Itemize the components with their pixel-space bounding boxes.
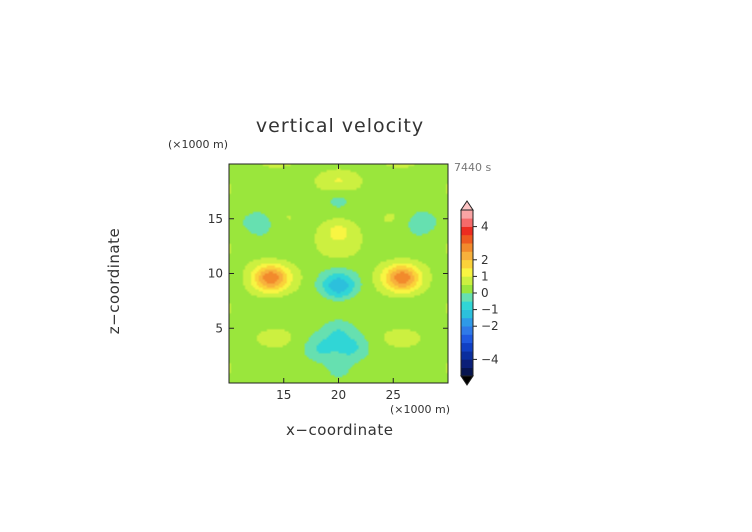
colorbar-band [461, 268, 473, 277]
velocity-field [229, 164, 448, 383]
z-axis-unit: (×1000 m) [168, 138, 229, 151]
colorbar-tick-label: 0 [481, 286, 489, 300]
x-tick-label: 25 [386, 388, 401, 402]
chart-title: vertical velocity [255, 115, 425, 137]
colorbar-tick-label: 1 [481, 269, 489, 283]
colorbar-band [461, 334, 473, 344]
colorbar-tick-label: −4 [481, 352, 499, 366]
z-tick-label: 15 [208, 212, 223, 226]
colorbar-band [461, 226, 473, 236]
colorbar-band [461, 243, 473, 252]
colorbar-band [461, 342, 473, 352]
x-tick-label: 20 [331, 388, 346, 402]
x-axis-ticks: 15 20 25 [276, 164, 401, 402]
colorbar [460, 200, 474, 386]
x-axis-unit: (×1000 m) [390, 403, 451, 416]
colorbar-tick-label: −1 [481, 303, 499, 317]
colorbar-min-arrow [460, 375, 474, 386]
colorbar-band [461, 218, 473, 227]
colorbar-band [461, 326, 473, 335]
z-axis-ticks: 5 10 15 [208, 212, 448, 335]
colorbar-band [461, 293, 473, 302]
colorbar-band [461, 351, 473, 360]
colorbar-band [461, 259, 473, 269]
colorbar-band [461, 309, 473, 319]
colorbar-tick-label: 4 [481, 220, 489, 234]
colorbar-band [461, 234, 473, 244]
colorbar-band [461, 317, 473, 327]
colorbar-tick-label: −2 [481, 319, 499, 333]
time-label: 7440 s [454, 161, 492, 174]
x-axis-label: x−coordinate [286, 421, 394, 439]
z-tick-label: 10 [208, 267, 223, 281]
colorbar-max-arrow [460, 200, 474, 211]
colorbar-band [461, 284, 473, 294]
colorbar-ticks: 4 2 1 0 −1 −2 −4 [473, 220, 499, 366]
colorbar-band [461, 251, 473, 261]
colorbar-band [461, 301, 473, 310]
colorbar-tick-label: 2 [481, 253, 489, 267]
colorbar-band [461, 210, 473, 219]
colorbar-band [461, 276, 473, 285]
z-tick-label: 5 [215, 321, 223, 335]
colorbar-band [461, 359, 473, 368]
colorbar-band [461, 367, 473, 377]
x-tick-label: 15 [276, 388, 291, 402]
